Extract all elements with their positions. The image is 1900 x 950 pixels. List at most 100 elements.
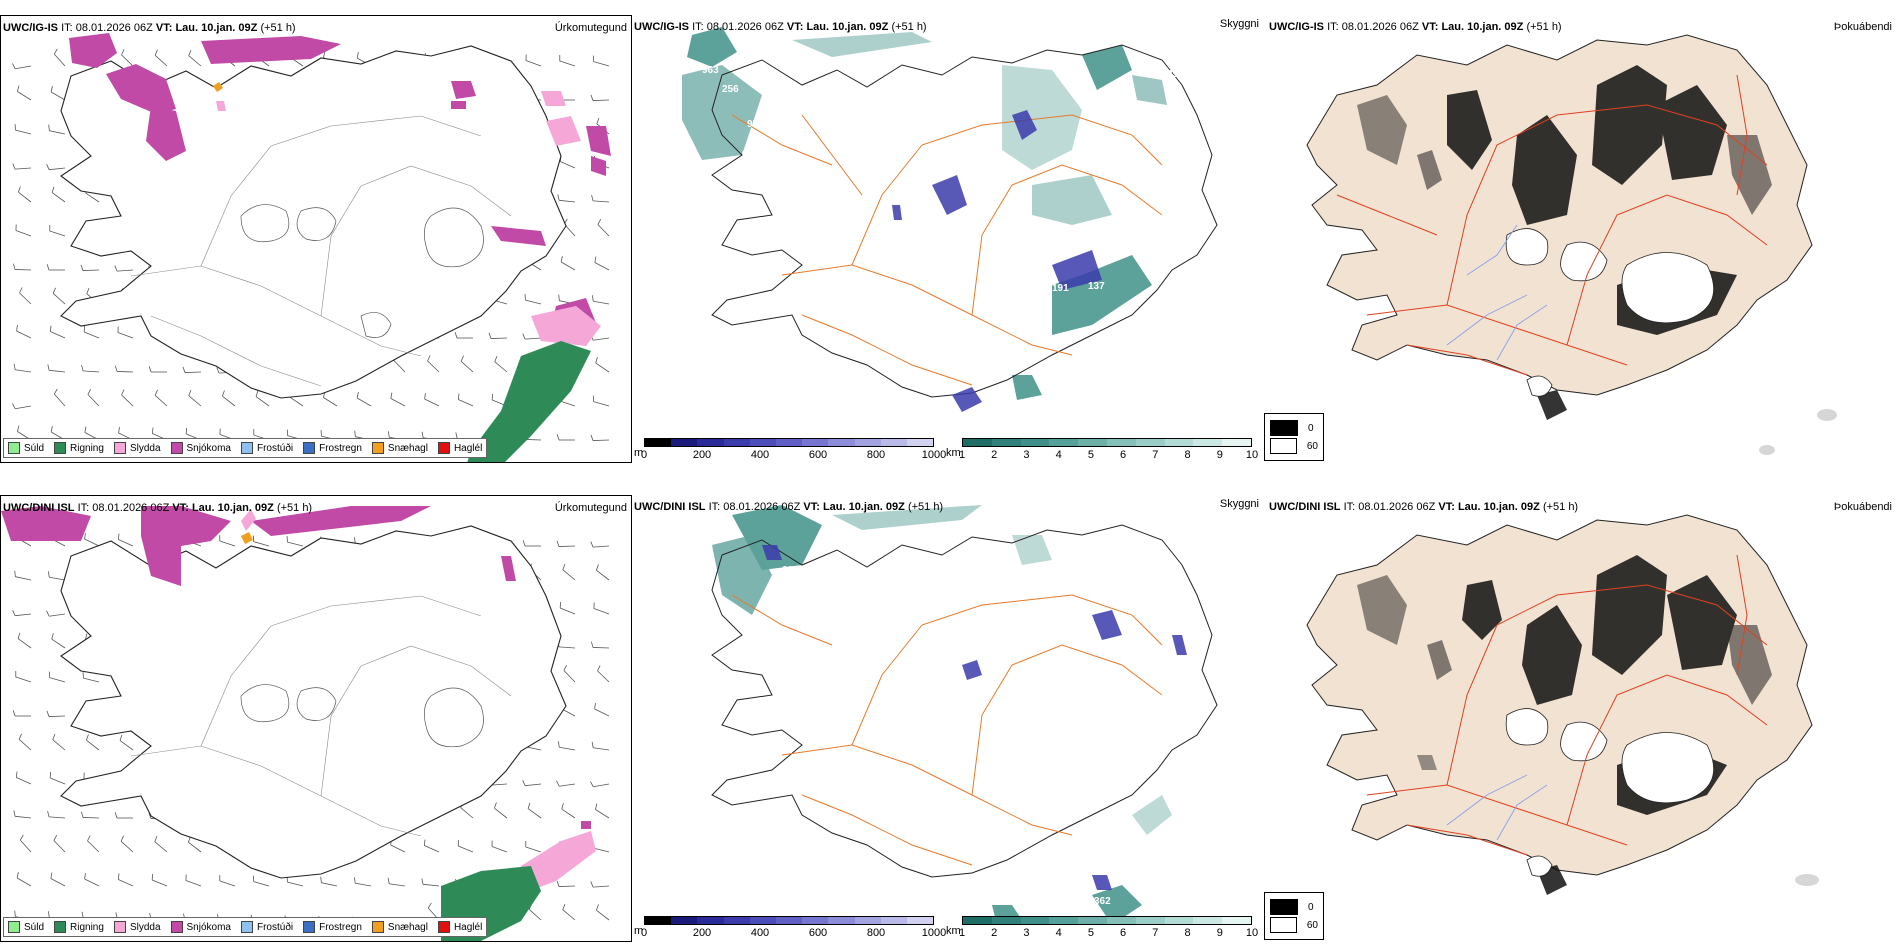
fog-legend-swatch-white (1270, 438, 1297, 454)
colorbar-segment (1078, 439, 1107, 446)
colorbar-segment (963, 439, 992, 446)
fog-legend-swatch-white (1270, 917, 1297, 933)
visibility-colorbar-bar (962, 916, 1252, 925)
vis-label: 256 (722, 84, 739, 95)
vis-label: 362 (1094, 896, 1111, 907)
ice-pellet-areas (241, 532, 253, 544)
colorbar-segment (1222, 439, 1251, 446)
colorbar-segment (802, 439, 829, 446)
colorbar-segment (723, 439, 750, 446)
vis-label: 137 (1088, 281, 1105, 292)
cloud-base-unit: m (634, 925, 644, 937)
visibility-map-row1: 963 256 951 405 191 137 33 699 68 395 80 (682, 27, 1244, 412)
colorbar-tick-label: 1000 (921, 927, 947, 939)
colorbar-segment (963, 917, 992, 924)
colorbar-segment (854, 439, 881, 446)
product-name-precip: Úrkomutegund (554, 22, 627, 34)
fog-index-panel-row2: UWC/DINI ISL IT: 08.01.2026 06Z VT: Lau.… (1267, 495, 1900, 942)
colorbar-segment (1106, 439, 1136, 446)
legend-item-hail: Haglél (437, 442, 482, 454)
colorbar-segment (671, 917, 698, 924)
colorbar-segment (854, 917, 881, 924)
legend-item-freezing-rain: Frostregn (303, 442, 362, 454)
colorbar-segment (671, 439, 698, 446)
colorbar-tick-label: 1 (958, 449, 966, 461)
it-value: 08.01.2026 06Z (1341, 21, 1419, 33)
fog-legend-item-60: 60 (1270, 917, 1318, 933)
precip-type-legend: Súld Rigning Slydda Snjókoma Frostúði Fr… (3, 438, 488, 458)
product-name-fog: Þokuábendi (1833, 501, 1892, 513)
visibility-map-row2: 940 222 405 362 311 (711, 505, 1218, 925)
rivers (1446, 774, 1548, 841)
panel-title-row2-precip: UWC/DINI ISL IT: 08.01.2026 06Z VT: Lau.… (3, 502, 312, 514)
vis-label: 405 (742, 147, 759, 158)
legend-item-freezing-drizzle: Frostúði (240, 921, 293, 933)
colorbar-tick-label: 10 (1245, 449, 1259, 461)
rain-swatch (54, 442, 67, 454)
colorbar-tick-label: 200 (692, 449, 712, 461)
fog-visibility-areas (682, 27, 1167, 400)
lead-time: (+51 h) (276, 502, 313, 514)
colorbar-segment (1020, 439, 1050, 446)
snow-areas (1, 506, 591, 829)
panel-title-row1-fog: UWC/IG-IS IT: 08.01.2026 06Z VT: Lau. 10… (1269, 21, 1562, 33)
legend-item-sleet: Slydda (113, 442, 161, 454)
legend-item-snow: Snjókoma (170, 442, 231, 454)
inland-contours (240, 684, 484, 748)
road-network-orange (731, 114, 1163, 386)
lead-time: (+51 h) (1526, 21, 1562, 33)
panel-title-row2-vis: UWC/DINI ISL IT: 08.01.2026 06Z VT: Lau.… (634, 501, 943, 513)
model-name: UWC/IG-IS (634, 21, 689, 33)
lead-time: (+51 h) (260, 22, 296, 34)
legend-item-sleet: Slydda (113, 921, 161, 933)
colorbar-tick-label: 2 (991, 927, 998, 939)
it-value: 08.01.2026 06Z (92, 502, 170, 514)
colorbar-segment (1164, 917, 1194, 924)
vt-label: VT: (172, 502, 189, 514)
model-name: UWC/DINI ISL (634, 501, 706, 513)
road-network-orange (731, 594, 1163, 866)
ice-pellet-areas (213, 82, 223, 92)
vt-value: Lau. 10.jan. 09Z (806, 21, 889, 33)
legend-item-snow: Snjókoma (170, 921, 231, 933)
legend-item-rain: Rigning (54, 442, 104, 454)
model-name: UWC/IG-IS (3, 22, 58, 34)
sleet-areas (216, 91, 601, 346)
fog-index-map-row2 (1306, 514, 1819, 895)
it-label: IT: (61, 22, 73, 34)
cloud-base-areas (892, 110, 1102, 412)
vt-value: Lau. 10.jan. 09Z (822, 501, 905, 513)
legend-item-drizzle: Súld (8, 442, 44, 454)
fog-legend-swatch-black (1270, 899, 1298, 915)
colorbar-segment (1106, 917, 1136, 924)
vt-value: Lau. 10.jan. 09Z (1441, 21, 1524, 33)
it-label: IT: (1343, 501, 1356, 513)
cloud-base-colorbar-ticks: 0 200 400 600 800 1000 (641, 925, 946, 939)
visibility-unit: km (946, 447, 961, 459)
colorbar-tick-label: 400 (750, 449, 770, 461)
fog-dense-areas (1357, 65, 1772, 420)
fog-legend-item-60: 60 (1270, 438, 1318, 454)
colorbar-tick-label: 2 (991, 449, 998, 461)
colorbar-tick-label: 8 (1184, 449, 1191, 461)
colorbar-tick-label: 4 (1055, 927, 1062, 939)
snow-swatch (170, 921, 183, 933)
colorbar-tick-label: 3 (1023, 927, 1030, 939)
sleet-swatch (113, 921, 126, 933)
vis-label: 68 (934, 385, 946, 396)
hail-swatch (437, 921, 450, 933)
freezing-rain-swatch (303, 442, 316, 454)
visibility-labels: 963 256 951 405 191 137 33 699 68 395 80 (702, 65, 1244, 406)
colorbar-segment (645, 439, 672, 446)
hail-swatch (437, 442, 450, 454)
precip-type-panel-row1: UWC/IG-IS IT: 08.01.2026 06Z VT: Lau. 10… (0, 15, 632, 463)
visibility-colorbar-ticks: 1 2 3 4 5 6 7 8 9 10 (958, 447, 1258, 461)
vis-label: 33 (1194, 333, 1206, 344)
product-name-fog: Þokuábendi (1833, 21, 1892, 33)
freezing-drizzle-swatch (240, 442, 253, 454)
lead-time: (+51 h) (891, 21, 927, 33)
colorbar-segment (802, 917, 829, 924)
colorbar-tick-label: 800 (866, 449, 886, 461)
panel-title-row1-precip: UWC/IG-IS IT: 08.01.2026 06Z VT: Lau. 10… (3, 22, 296, 34)
